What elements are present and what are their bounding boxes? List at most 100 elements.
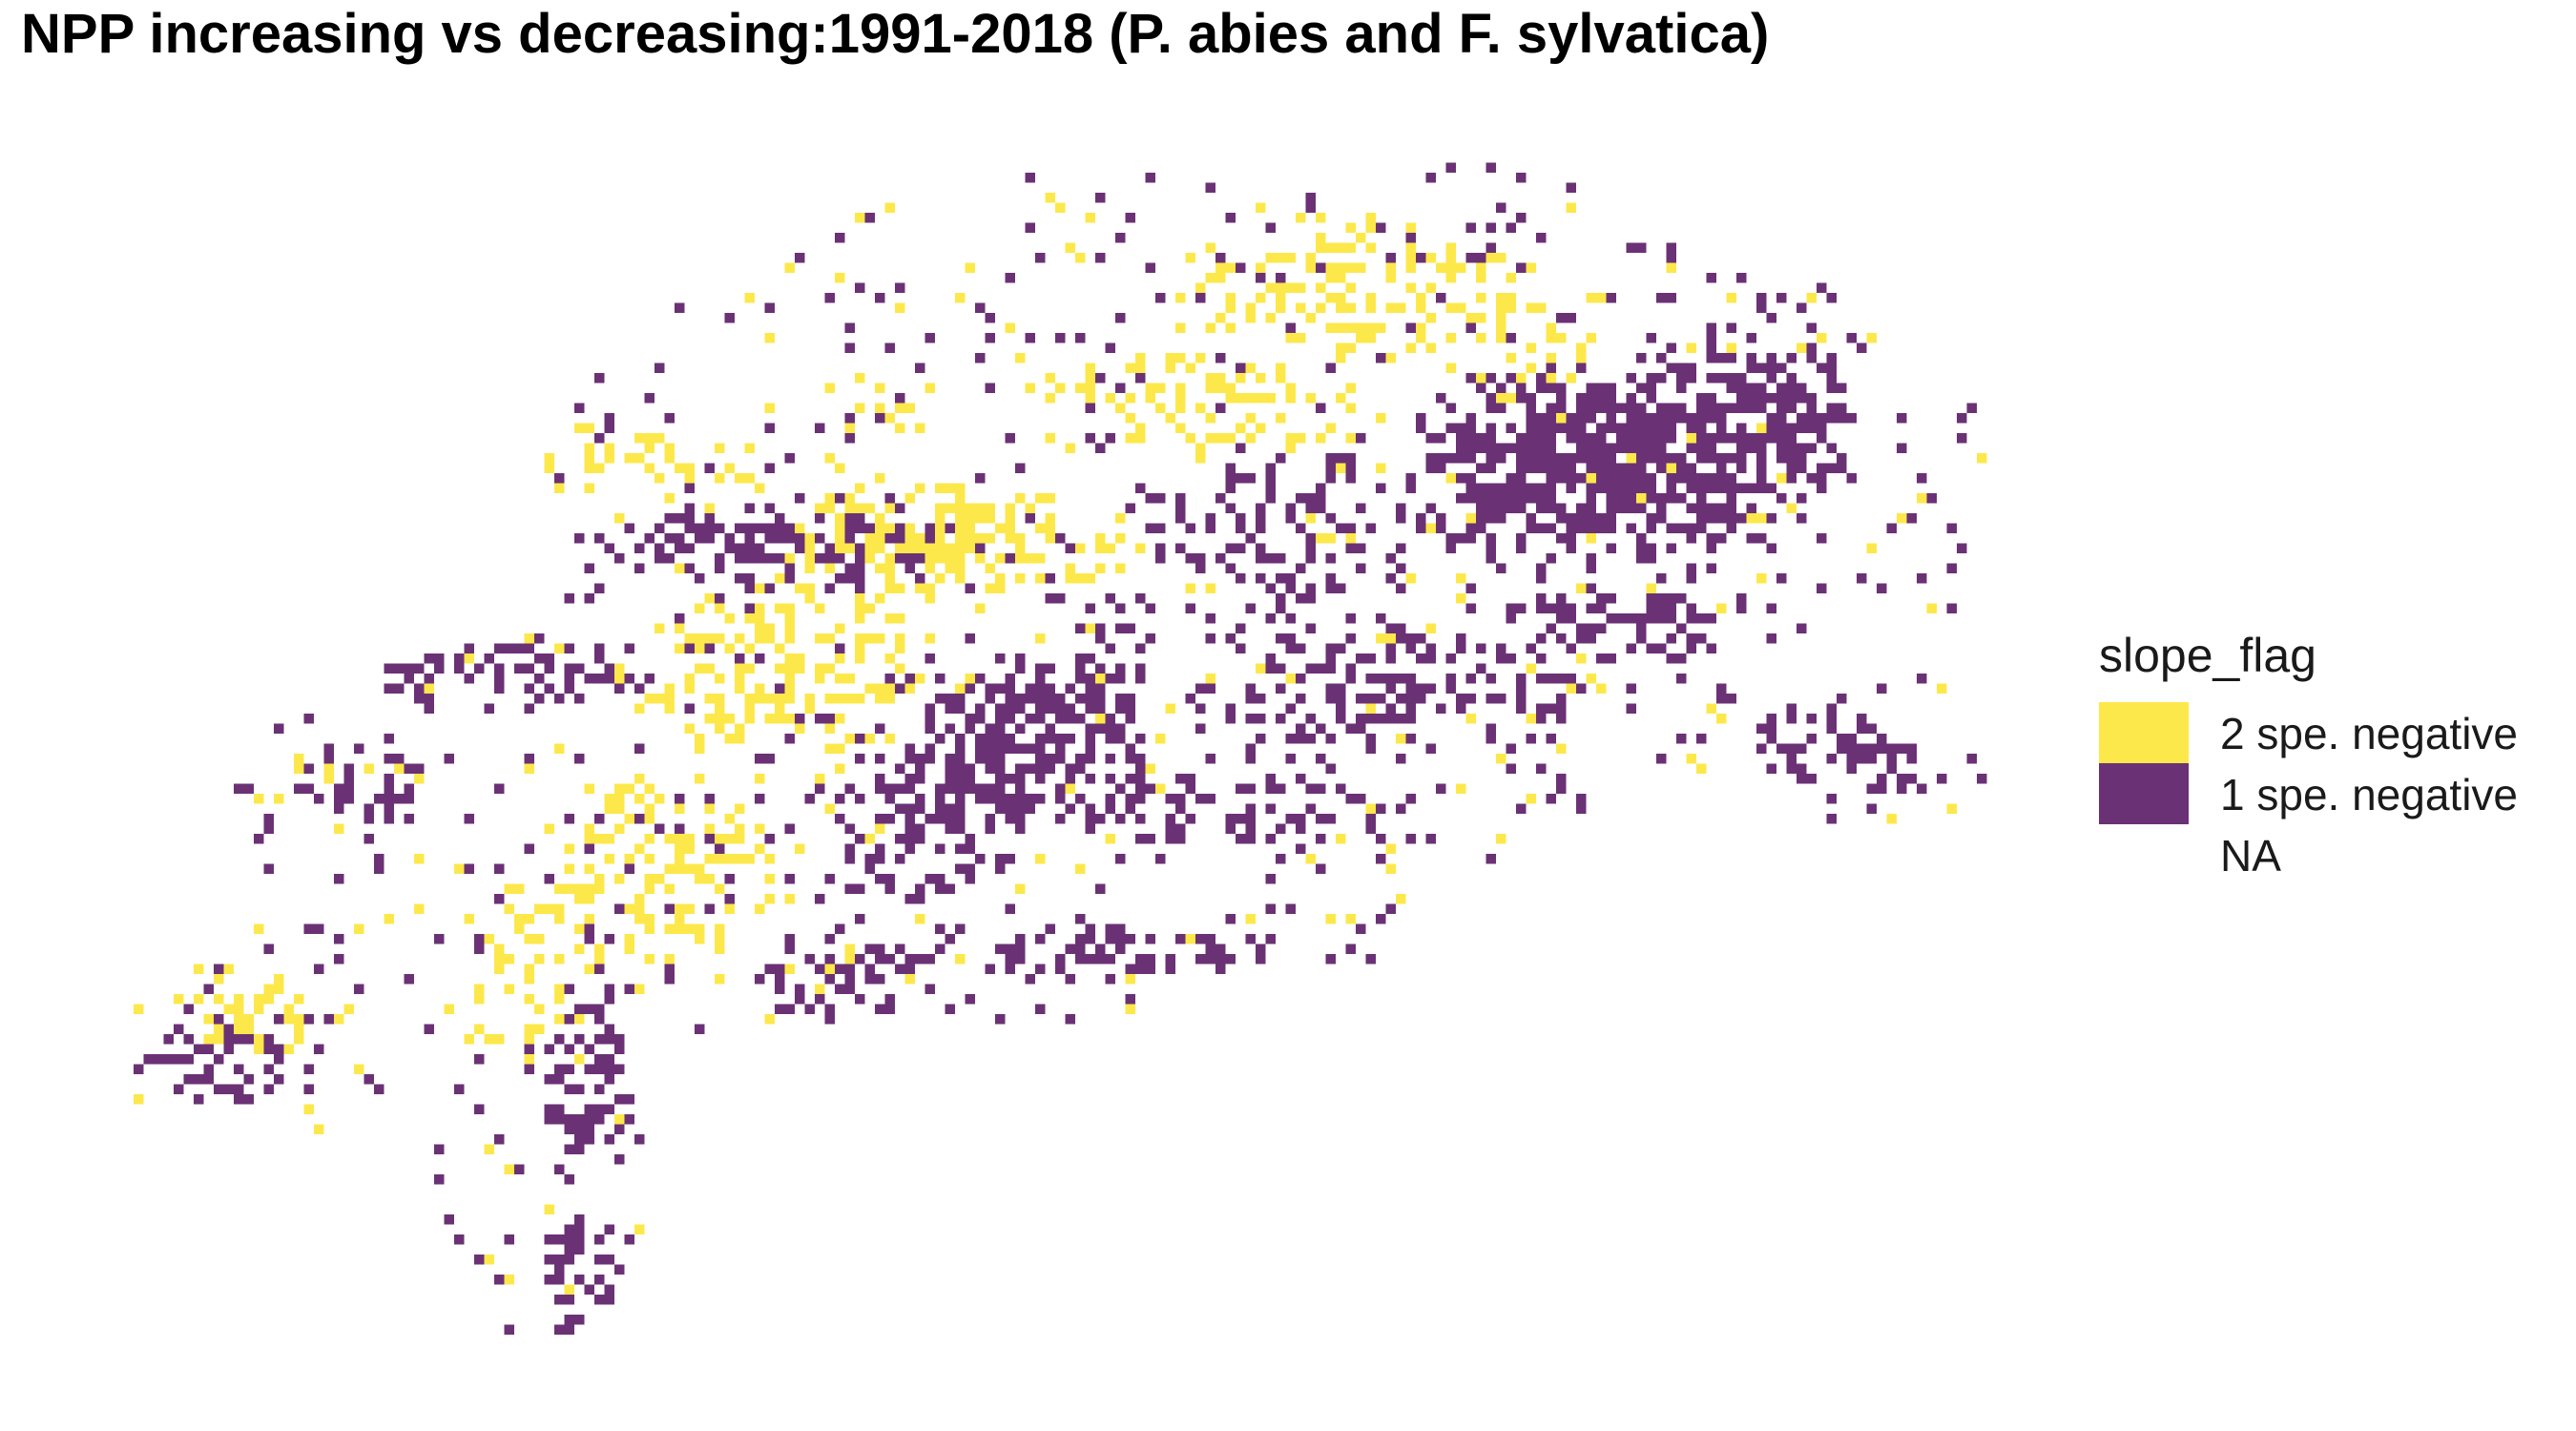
cell-one-negative (1236, 814, 1246, 824)
cell-two-negative (784, 663, 795, 674)
cell-one-negative (1005, 694, 1015, 704)
legend-label: NA (2220, 831, 2281, 881)
cell-one-negative (1566, 533, 1576, 544)
cell-two-negative (1586, 533, 1596, 544)
cell-two-negative (985, 583, 995, 593)
cell-one-negative (945, 783, 955, 794)
cell-two-negative (675, 903, 685, 914)
cell-one-negative (955, 734, 966, 744)
cell-two-negative (454, 863, 465, 874)
cell-one-negative (784, 874, 795, 884)
cell-one-negative (564, 663, 574, 674)
cell-two-negative (1365, 302, 1376, 313)
cell-one-negative (1746, 353, 1756, 363)
cell-one-negative (1636, 403, 1647, 413)
cell-one-negative (1325, 473, 1336, 484)
cell-one-negative (1897, 413, 1907, 424)
cell-one-negative (1485, 533, 1496, 544)
cell-one-negative (1456, 473, 1466, 484)
cell-one-negative (1506, 503, 1516, 513)
cell-two-negative (283, 1004, 294, 1014)
cell-one-negative (1485, 723, 1496, 734)
cell-one-negative (1516, 453, 1527, 464)
cell-two-negative (975, 513, 986, 524)
cell-one-negative (1265, 834, 1276, 844)
cell-one-negative (985, 794, 995, 804)
cell-one-negative (1606, 443, 1616, 453)
cell-one-negative (1526, 513, 1536, 524)
cell-two-negative (704, 854, 715, 864)
cell-two-negative (784, 623, 795, 633)
cell-one-negative (494, 643, 505, 653)
cell-one-negative (1305, 714, 1316, 724)
cell-one-negative (1065, 683, 1075, 694)
cell-one-negative (1826, 814, 1837, 824)
cell-one-negative (1316, 663, 1326, 674)
cell-one-negative (1716, 503, 1727, 513)
cell-one-negative (915, 794, 925, 804)
cell-two-negative (1045, 513, 1055, 524)
cell-one-negative (1296, 723, 1306, 734)
cell-one-negative (1445, 403, 1456, 413)
cell-one-negative (1716, 453, 1727, 464)
cell-one-negative (1265, 583, 1276, 593)
cell-two-negative (554, 1014, 565, 1025)
cell-one-negative (1596, 443, 1607, 453)
cell-one-negative (1365, 523, 1376, 533)
cell-one-negative (1566, 513, 1576, 524)
cell-two-negative (884, 734, 895, 744)
cell-one-negative (594, 583, 605, 593)
cell-one-negative (1626, 643, 1636, 653)
cell-one-negative (1516, 694, 1527, 704)
cell-one-negative (1445, 533, 1456, 544)
cell-one-negative (1325, 683, 1336, 694)
cell-one-negative (755, 553, 765, 564)
cell-one-negative (924, 874, 935, 884)
cell-one-negative (1485, 674, 1496, 684)
cell-one-negative (1105, 593, 1115, 604)
cell-one-negative (1536, 674, 1547, 684)
cell-one-negative (1536, 763, 1547, 774)
cell-two-negative (1165, 363, 1175, 373)
cell-one-negative (1476, 513, 1486, 524)
cell-one-negative (1225, 483, 1236, 493)
cell-one-negative (915, 883, 925, 894)
cell-two-negative (554, 903, 565, 914)
cell-two-negative (735, 723, 745, 734)
cell-one-negative (1866, 754, 1877, 764)
cell-two-negative (514, 914, 525, 924)
cell-two-negative (795, 843, 805, 854)
cell-two-negative (644, 834, 654, 844)
cell-one-negative (1245, 473, 1256, 484)
cell-one-negative (1656, 513, 1667, 524)
cell-one-negative (1726, 513, 1736, 524)
cell-one-negative (574, 663, 585, 674)
cell-two-negative (795, 583, 805, 593)
cell-one-negative (1656, 423, 1667, 433)
cell-two-negative (494, 944, 505, 954)
cell-one-negative (1256, 573, 1266, 584)
cell-two-negative (1345, 302, 1356, 313)
cell-two-negative (835, 623, 845, 633)
cell-one-negative (945, 763, 955, 774)
cell-one-negative (1005, 273, 1015, 283)
cell-two-negative (1385, 262, 1396, 273)
cell-one-negative (1115, 734, 1126, 744)
cell-one-negative (564, 1244, 574, 1255)
cell-one-negative (1476, 643, 1486, 653)
cell-one-negative (1476, 503, 1486, 513)
cell-one-negative (1376, 674, 1386, 684)
cell-two-negative (764, 1014, 775, 1025)
cell-one-negative (1496, 493, 1506, 504)
cell-one-negative (1336, 783, 1346, 794)
cell-two-negative (835, 463, 845, 473)
cell-one-negative (1506, 483, 1516, 493)
cell-one-negative (985, 743, 995, 754)
cell-one-negative (614, 1064, 625, 1074)
cell-one-negative (1095, 954, 1106, 964)
cell-one-negative (855, 563, 865, 573)
cell-one-negative (1586, 393, 1596, 404)
cell-one-negative (1586, 383, 1596, 393)
cell-two-negative (915, 674, 925, 684)
cell-two-negative (1716, 603, 1727, 613)
